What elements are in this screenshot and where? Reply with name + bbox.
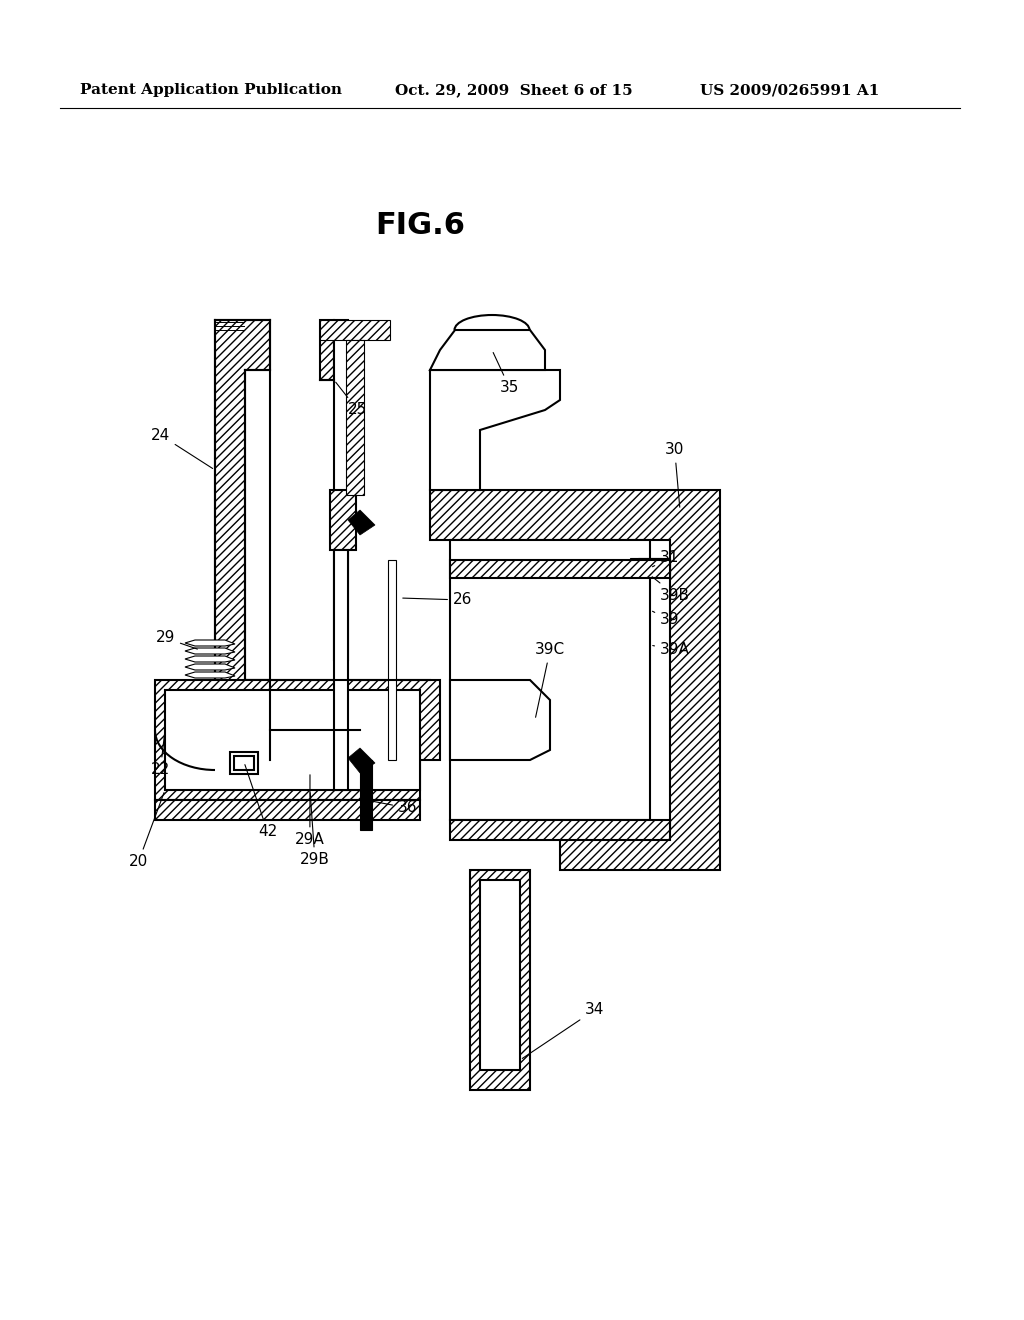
Polygon shape <box>185 664 234 671</box>
Bar <box>450 820 670 840</box>
Text: 35: 35 <box>494 352 519 396</box>
Text: 31: 31 <box>652 550 679 566</box>
Polygon shape <box>185 672 234 678</box>
Text: 29B: 29B <box>300 793 330 867</box>
Bar <box>450 560 670 578</box>
Text: Oct. 29, 2009  Sheet 6 of 15: Oct. 29, 2009 Sheet 6 of 15 <box>395 83 633 96</box>
Text: 25: 25 <box>336 383 368 417</box>
Text: FIG.6: FIG.6 <box>375 210 465 239</box>
Polygon shape <box>430 370 560 490</box>
Bar <box>638 558 662 568</box>
Bar <box>330 490 356 550</box>
Polygon shape <box>348 748 375 774</box>
Bar <box>319 319 390 341</box>
Text: 42: 42 <box>245 764 278 840</box>
Bar <box>334 550 348 789</box>
Bar <box>450 540 650 820</box>
Polygon shape <box>185 648 234 653</box>
Polygon shape <box>430 330 545 370</box>
Bar <box>230 752 258 774</box>
Text: US 2009/0265991 A1: US 2009/0265991 A1 <box>700 83 880 96</box>
Text: 39B: 39B <box>652 577 690 602</box>
Polygon shape <box>470 870 530 1090</box>
Bar <box>630 558 670 574</box>
Bar <box>165 690 420 789</box>
Text: 20: 20 <box>129 792 164 870</box>
Polygon shape <box>348 510 375 535</box>
Text: 39C: 39C <box>535 643 565 717</box>
Polygon shape <box>185 656 234 663</box>
Bar <box>346 341 364 495</box>
Text: Patent Application Publication: Patent Application Publication <box>80 83 342 96</box>
Text: 29: 29 <box>156 631 198 649</box>
Polygon shape <box>185 640 234 645</box>
Text: 30: 30 <box>665 442 684 507</box>
Bar <box>334 319 348 660</box>
Bar <box>360 760 372 830</box>
Bar <box>234 756 254 770</box>
Polygon shape <box>215 319 270 730</box>
Text: 39A: 39A <box>652 643 690 657</box>
Text: 29A: 29A <box>295 775 325 847</box>
Text: 24: 24 <box>151 428 213 469</box>
Text: 36: 36 <box>369 800 418 816</box>
Polygon shape <box>430 490 720 870</box>
Text: 22: 22 <box>151 733 170 777</box>
Polygon shape <box>450 680 550 760</box>
Text: 39: 39 <box>652 611 680 627</box>
Polygon shape <box>155 680 440 800</box>
Text: 34: 34 <box>522 1002 604 1059</box>
Bar <box>155 800 420 820</box>
Bar <box>319 319 334 380</box>
Text: 26: 26 <box>402 593 472 607</box>
Bar <box>480 880 520 1071</box>
Bar <box>388 560 396 760</box>
